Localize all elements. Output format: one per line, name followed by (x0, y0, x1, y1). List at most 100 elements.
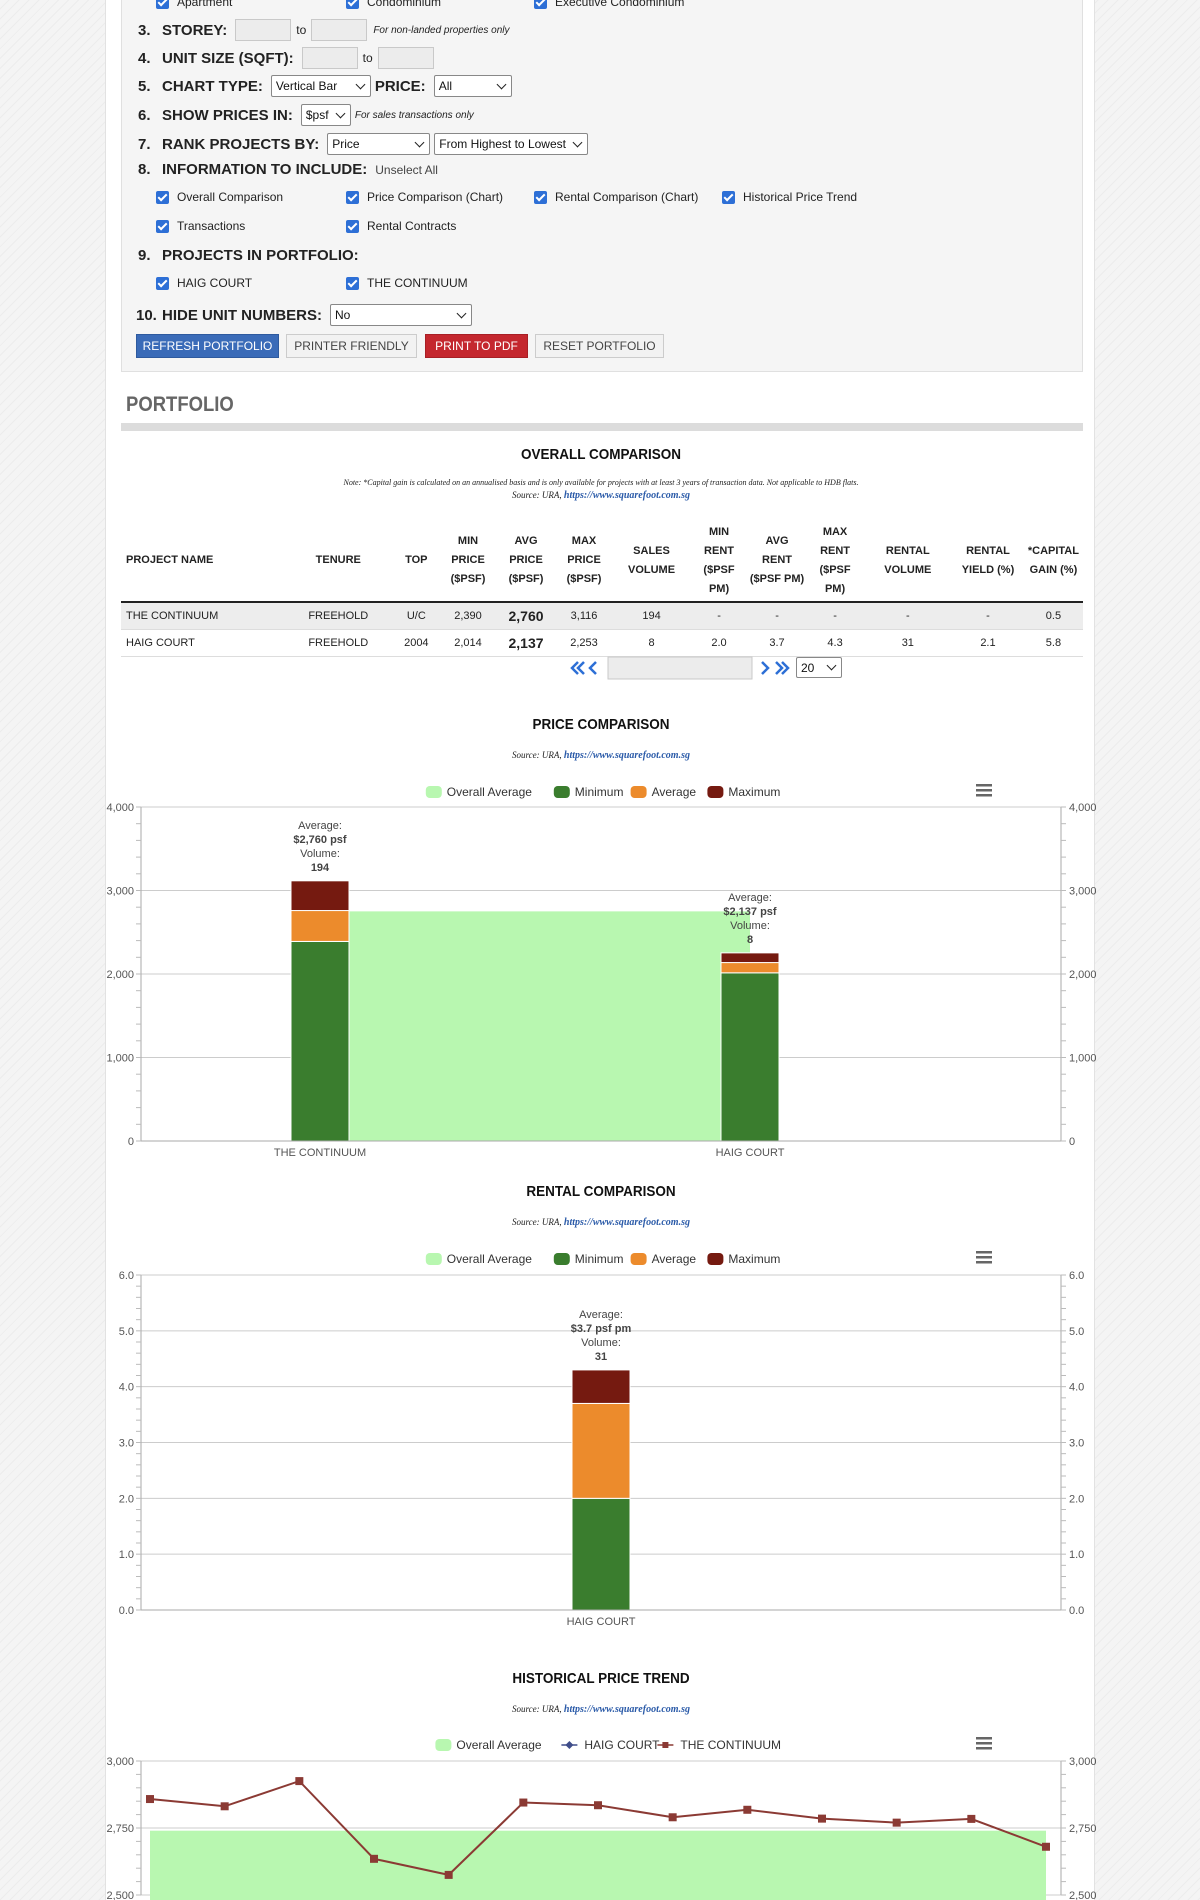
data-point[interactable] (444, 1870, 453, 1879)
data-point[interactable] (743, 1805, 752, 1814)
first-page-icon[interactable] (570, 661, 585, 675)
column-header[interactable]: TOP (393, 520, 440, 603)
column-header[interactable]: RENTAL VOLUME (863, 520, 953, 603)
chart-menu-icon[interactable] (976, 1737, 992, 1750)
hide-unit-select[interactable]: No (330, 304, 472, 326)
legend-item[interactable]: THE CONTINUUM (680, 1738, 781, 1752)
checkbox-transactions[interactable]: Transactions (156, 219, 245, 233)
bar-maximum[interactable] (571, 1369, 631, 1404)
legend-item[interactable]: Overall Average (456, 1738, 541, 1752)
checkbox-icon[interactable] (346, 276, 359, 290)
checkbox-icon[interactable] (156, 276, 169, 290)
project-name-cell[interactable]: THE CONTINUUM (121, 602, 284, 630)
data-point[interactable] (146, 1795, 154, 1804)
checkbox-historical-price-trend[interactable]: Historical Price Trend (722, 190, 857, 204)
bar-maximum[interactable] (290, 880, 350, 912)
checkbox-icon[interactable] (534, 0, 547, 9)
table-row[interactable]: THE CONTINUUM FREEHOLD U/C 2,390 2,760 3… (121, 602, 1083, 630)
refresh-portfolio-button[interactable]: REFRESH PORTFOLIO (136, 334, 279, 358)
data-point[interactable] (967, 1814, 976, 1823)
storey-to-input[interactable] (311, 19, 368, 41)
column-header[interactable]: AVG PRICE ($PSF) (496, 520, 556, 603)
table-row[interactable]: HAIG COURT FREEHOLD 2004 2,014 2,137 2,2… (121, 629, 1083, 657)
checkbox-icon[interactable] (156, 0, 169, 9)
checkbox-icon[interactable] (346, 0, 359, 9)
data-point[interactable] (1042, 1842, 1050, 1851)
checkbox-haig-court[interactable]: HAIG COURT (156, 276, 252, 290)
checkbox-icon[interactable] (156, 190, 169, 204)
data-point[interactable] (668, 1813, 677, 1822)
bar-average[interactable] (571, 1402, 631, 1499)
bar-average[interactable] (720, 962, 780, 974)
data-point[interactable] (220, 1802, 229, 1811)
chart-type-select[interactable]: Vertical Bar (270, 75, 371, 97)
checkbox-the-continuum[interactable]: THE CONTINUUM (346, 276, 468, 290)
checkbox-executive-condominium[interactable]: Executive Condominium (534, 0, 684, 9)
reset-portfolio-button[interactable]: RESET PORTFOLIO (535, 334, 664, 358)
column-header[interactable]: SALES VOLUME (612, 520, 691, 603)
data-point[interactable] (892, 1818, 901, 1827)
unit-size-from-input[interactable] (301, 47, 358, 69)
column-header[interactable]: RENTAL YIELD (%) (952, 520, 1024, 603)
legend-item[interactable]: Minimum (575, 1252, 624, 1266)
rank-order-select[interactable]: From Highest to Lowest (434, 133, 589, 155)
data-point[interactable] (818, 1814, 826, 1823)
column-header[interactable]: AVG RENT ($PSF PM) (747, 520, 807, 603)
checkbox-icon[interactable] (156, 219, 169, 233)
page-number-input[interactable] (607, 656, 753, 680)
next-page-icon[interactable] (761, 661, 770, 675)
checkbox-icon[interactable] (346, 219, 359, 233)
chart-menu-icon[interactable] (976, 1251, 992, 1264)
printer-friendly-button[interactable]: PRINTER FRIENDLY (286, 334, 417, 358)
legend-item[interactable]: Average (652, 1252, 697, 1266)
checkbox-condominium[interactable]: Condominium (346, 0, 441, 9)
column-header[interactable]: PROJECT NAME (121, 520, 284, 603)
legend-item[interactable]: Overall Average (447, 1252, 532, 1266)
chart-menu-icon[interactable] (976, 784, 992, 797)
checkbox-overall-comparison[interactable]: Overall Comparison (156, 190, 283, 204)
column-header[interactable]: TENURE (283, 520, 394, 603)
legend-item[interactable]: Overall Average (447, 785, 532, 799)
checkbox-icon[interactable] (722, 190, 735, 204)
print-to-pdf-button[interactable]: PRINT TO PDF (425, 334, 528, 358)
checkbox-icon[interactable] (346, 190, 359, 204)
checkbox-rental-contracts[interactable]: Rental Contracts (346, 219, 456, 233)
source-link[interactable]: https://www.squarefoot.com.sg (563, 750, 690, 761)
data-point[interactable] (519, 1798, 528, 1807)
bar-average[interactable] (290, 910, 350, 942)
unselect-all-link[interactable]: Unselect All (375, 162, 438, 177)
data-point[interactable] (594, 1801, 602, 1810)
rank-by-select[interactable]: Price (327, 133, 431, 155)
column-header[interactable]: MAX RENT ($PSF PM) (806, 520, 864, 603)
column-header[interactable]: MAX PRICE ($PSF) (555, 520, 613, 603)
legend-item[interactable]: Minimum (575, 785, 624, 799)
storey-from-input[interactable] (235, 19, 292, 41)
legend-item[interactable]: HAIG COURT (584, 1738, 660, 1752)
data-point[interactable] (370, 1854, 378, 1863)
prev-page-icon[interactable] (588, 661, 597, 675)
source-link[interactable]: https://www.squarefoot.com.sg (563, 1217, 690, 1228)
source-link[interactable]: https://www.squarefoot.com.sg (563, 1704, 690, 1715)
column-header[interactable]: MIN RENT ($PSF PM) (690, 520, 748, 603)
page-size-select[interactable]: 20 (796, 657, 842, 678)
source-link[interactable]: https://www.squarefoot.com.sg (563, 490, 690, 501)
bar-maximum[interactable] (720, 952, 780, 964)
data-point[interactable] (295, 1777, 304, 1786)
bar-minimum[interactable] (290, 940, 350, 1142)
show-prices-select[interactable]: $psf (300, 104, 351, 126)
project-name-cell[interactable]: HAIG COURT (121, 629, 284, 657)
checkbox-rental-comparison[interactable]: Rental Comparison (Chart) (534, 190, 698, 204)
unit-size-to-input[interactable] (377, 47, 434, 69)
checkbox-price-comparison[interactable]: Price Comparison (Chart) (346, 190, 503, 204)
column-header[interactable]: *CAPITAL GAIN (%) (1023, 520, 1083, 603)
last-page-icon[interactable] (775, 661, 790, 675)
price-select[interactable]: All (433, 75, 512, 97)
legend-item[interactable]: Maximum (728, 785, 780, 799)
legend-item[interactable]: Maximum (728, 1252, 780, 1266)
column-header[interactable]: MIN PRICE ($PSF) (439, 520, 497, 603)
checkbox-icon[interactable] (534, 190, 547, 204)
bar-minimum[interactable] (720, 972, 780, 1142)
checkbox-apartment[interactable]: Apartment (156, 0, 232, 9)
bar-minimum[interactable] (571, 1497, 631, 1611)
legend-item[interactable]: Average (652, 785, 697, 799)
